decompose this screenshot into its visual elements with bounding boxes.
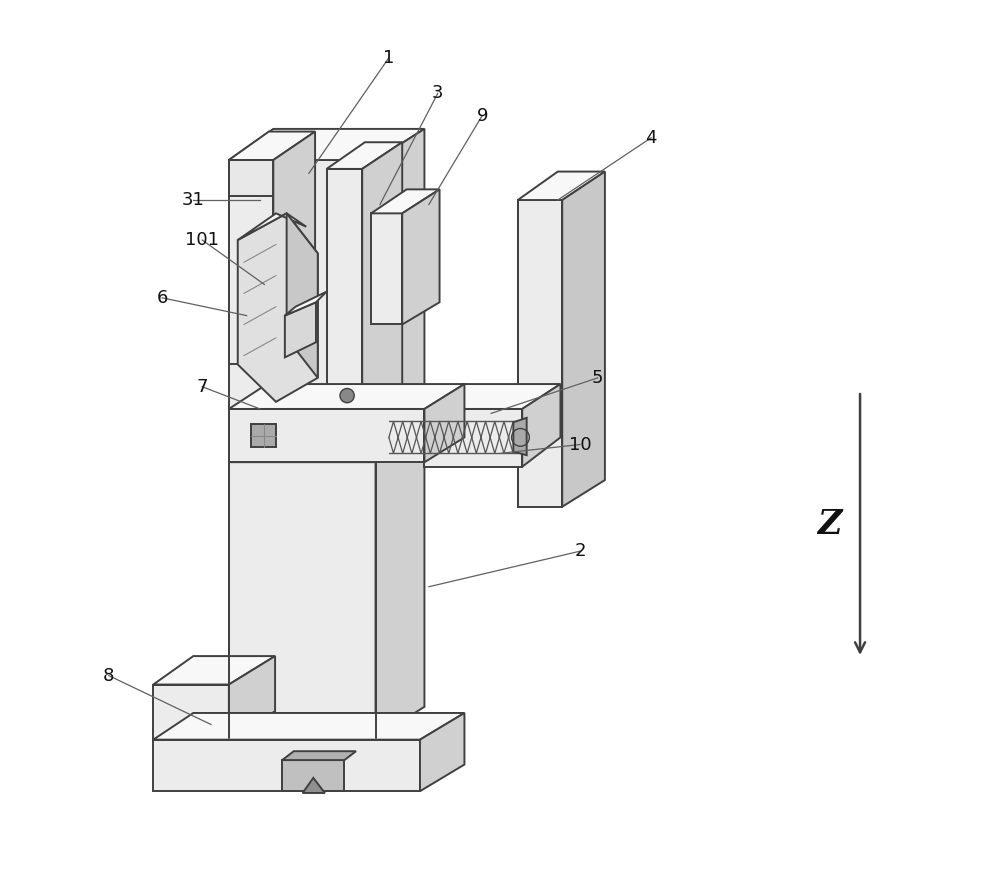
Text: 7: 7 xyxy=(196,378,208,396)
Text: 4: 4 xyxy=(645,129,657,147)
Polygon shape xyxy=(273,132,315,364)
Polygon shape xyxy=(153,685,229,740)
Polygon shape xyxy=(229,160,273,364)
Text: 3: 3 xyxy=(432,84,444,102)
Polygon shape xyxy=(229,656,275,740)
Polygon shape xyxy=(153,656,275,685)
Polygon shape xyxy=(229,129,424,160)
Text: 9: 9 xyxy=(476,107,488,124)
Polygon shape xyxy=(327,169,362,409)
Polygon shape xyxy=(513,418,527,455)
Polygon shape xyxy=(327,142,402,169)
Polygon shape xyxy=(282,751,356,760)
Text: 2: 2 xyxy=(574,542,586,560)
Polygon shape xyxy=(285,302,316,357)
Polygon shape xyxy=(229,409,424,462)
Polygon shape xyxy=(518,172,605,200)
Polygon shape xyxy=(285,292,327,316)
Polygon shape xyxy=(522,384,560,467)
Polygon shape xyxy=(424,384,560,409)
Text: 5: 5 xyxy=(592,369,604,387)
Polygon shape xyxy=(229,160,376,738)
Polygon shape xyxy=(238,213,306,240)
Text: 1: 1 xyxy=(383,49,395,67)
Polygon shape xyxy=(303,778,325,793)
Text: 10: 10 xyxy=(569,436,591,453)
Text: Z: Z xyxy=(817,508,841,541)
Circle shape xyxy=(340,388,354,403)
Polygon shape xyxy=(287,213,318,378)
Text: 8: 8 xyxy=(103,667,115,685)
Polygon shape xyxy=(420,713,464,791)
Polygon shape xyxy=(153,713,464,740)
Polygon shape xyxy=(424,409,522,467)
Text: 6: 6 xyxy=(156,289,168,307)
Polygon shape xyxy=(371,189,440,213)
Polygon shape xyxy=(371,213,402,324)
Text: 31: 31 xyxy=(182,191,205,209)
Polygon shape xyxy=(251,424,276,447)
Polygon shape xyxy=(153,740,420,791)
Polygon shape xyxy=(424,384,464,462)
Polygon shape xyxy=(229,160,273,196)
Text: 101: 101 xyxy=(185,231,219,249)
Polygon shape xyxy=(376,129,424,738)
Polygon shape xyxy=(518,200,562,507)
Polygon shape xyxy=(229,384,464,409)
Polygon shape xyxy=(238,213,318,402)
Polygon shape xyxy=(229,132,315,160)
Polygon shape xyxy=(562,172,605,507)
Polygon shape xyxy=(402,189,440,324)
Polygon shape xyxy=(362,142,402,409)
Polygon shape xyxy=(282,760,344,791)
